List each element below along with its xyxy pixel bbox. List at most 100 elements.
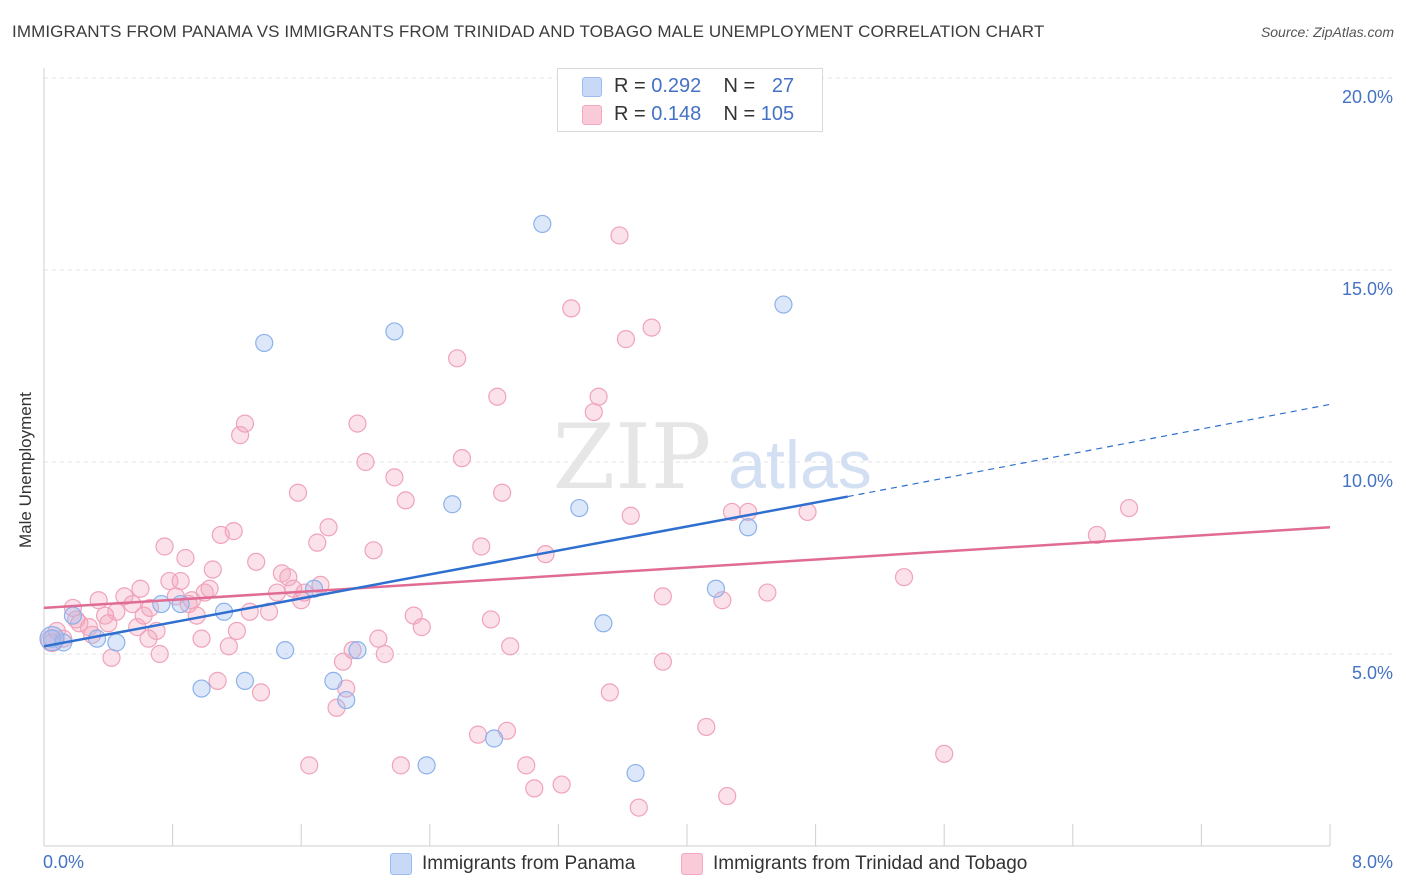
y-tick-label: 10.0% bbox=[1342, 471, 1393, 491]
data-point-trinidad bbox=[616, 330, 636, 349]
data-point-trinidad bbox=[375, 644, 394, 664]
y-axis-label: Male Unemployment bbox=[16, 392, 35, 548]
data-point-trinidad bbox=[718, 786, 737, 806]
data-point-trinidad bbox=[472, 537, 491, 556]
data-point-trinidad bbox=[396, 491, 415, 510]
y-tick-label: 5.0% bbox=[1352, 663, 1393, 683]
data-point-trinidad bbox=[235, 414, 255, 433]
data-point-trinidad bbox=[327, 698, 346, 717]
data-point-trinidad bbox=[1087, 525, 1107, 545]
bottom-legend-label-trinidad: Immigrants from Trinidad and Tobago bbox=[713, 853, 1028, 874]
source-credit: Source: ZipAtlas.com bbox=[1260, 24, 1394, 40]
axes bbox=[43, 68, 1331, 847]
data-point-trinidad bbox=[247, 552, 266, 571]
data-point-trinidad bbox=[589, 387, 608, 406]
data-point-trinidad bbox=[935, 744, 954, 763]
data-point-trinidad bbox=[155, 537, 174, 556]
legend-n-label: N = bbox=[723, 75, 761, 97]
data-point-trinidad bbox=[131, 579, 150, 598]
data-point-trinidad bbox=[364, 541, 383, 560]
data-point-trinidad bbox=[713, 591, 732, 610]
legend-r-label: R = bbox=[614, 75, 652, 97]
data-point-trinidad bbox=[369, 629, 388, 648]
data-point-trinidad bbox=[517, 756, 536, 775]
data-point-trinidad bbox=[203, 560, 222, 579]
data-point-trinidad bbox=[231, 426, 250, 445]
data-point-panama bbox=[385, 322, 404, 341]
data-point-panama bbox=[738, 518, 758, 537]
stats-legend: R = 0.292 N = 27 R = 0.148 N = 105 bbox=[557, 68, 823, 132]
watermark-atlas: atlas bbox=[728, 427, 872, 503]
chart-title: IMMIGRANTS FROM PANAMA VS IMMIGRANTS FRO… bbox=[12, 22, 1045, 41]
data-point-panama bbox=[417, 756, 436, 775]
data-point-trinidad bbox=[300, 756, 319, 775]
bottom-legend-label-panama: Immigrants from Panama bbox=[422, 853, 636, 874]
data-point-trinidad bbox=[63, 598, 83, 618]
data-point-trinidad bbox=[89, 591, 108, 610]
data-point-trinidad bbox=[448, 349, 467, 368]
x-tick-label-max: 8.0% bbox=[1351, 852, 1393, 872]
data-point-trinidad bbox=[758, 583, 777, 602]
legend-r-value-trinidad: 0.148 bbox=[651, 103, 702, 125]
data-point-trinidad bbox=[653, 587, 672, 606]
data-point-panama bbox=[63, 606, 83, 625]
data-point-trinidad bbox=[452, 449, 472, 468]
data-point-panama bbox=[192, 679, 211, 698]
data-point-panama bbox=[276, 641, 295, 660]
legend-swatch-panama bbox=[582, 77, 602, 97]
data-point-panama bbox=[626, 763, 645, 783]
data-point-panama bbox=[152, 594, 171, 614]
data-point-trinidad bbox=[192, 629, 211, 648]
data-point-trinidad bbox=[176, 548, 195, 568]
data-point-panama bbox=[594, 614, 613, 633]
data-point-panama bbox=[348, 641, 367, 660]
data-point-trinidad bbox=[279, 568, 298, 587]
data-point-panama bbox=[337, 690, 356, 710]
data-point-trinidad bbox=[251, 683, 271, 702]
data-point-trinidad bbox=[343, 641, 362, 660]
y-tick-label: 15.0% bbox=[1342, 279, 1393, 299]
data-point-trinidad bbox=[653, 652, 672, 671]
legend-r-value-panama: 0.292 bbox=[651, 75, 702, 97]
data-point-trinidad bbox=[171, 571, 190, 591]
data-point-trinidad bbox=[1119, 498, 1139, 518]
data-point-trinidad bbox=[139, 629, 158, 648]
x-tick-label-min: 0.0% bbox=[43, 852, 85, 872]
data-point-trinidad bbox=[356, 452, 375, 472]
legend-n-value-panama: 27 bbox=[771, 75, 795, 97]
data-point-trinidad bbox=[501, 637, 520, 656]
data-point-trinidad bbox=[224, 522, 243, 541]
data-point-trinidad bbox=[391, 756, 410, 775]
trend-line-trinidad bbox=[43, 526, 1331, 610]
data-point-panama bbox=[324, 671, 343, 690]
data-point-trinidad bbox=[600, 683, 619, 702]
data-point-trinidad bbox=[525, 779, 544, 798]
bottom-legend-swatch-trinidad bbox=[681, 853, 703, 875]
data-point-trinidad bbox=[219, 637, 238, 656]
data-point-trinidad bbox=[481, 610, 500, 629]
data-point-panama bbox=[255, 333, 274, 353]
legend-n-value-trinidad: 105 bbox=[760, 103, 795, 125]
data-point-trinidad bbox=[493, 483, 512, 502]
data-point-trinidad bbox=[584, 402, 603, 422]
data-point-trinidad bbox=[621, 506, 640, 525]
data-point-panama bbox=[533, 214, 552, 234]
data-point-trinidad bbox=[319, 518, 338, 537]
data-point-trinidad bbox=[610, 226, 629, 245]
y-tick-label: 20.0% bbox=[1342, 87, 1393, 107]
trend-lines bbox=[43, 403, 1331, 648]
data-point-panama bbox=[706, 579, 726, 598]
data-point-trinidad bbox=[642, 318, 661, 337]
data-point-trinidad bbox=[562, 299, 581, 318]
watermark: ZIP atlas bbox=[553, 405, 872, 510]
data-point-trinidad bbox=[552, 775, 571, 794]
data-point-panama bbox=[235, 671, 255, 690]
data-point-trinidad bbox=[308, 533, 327, 552]
data-point-trinidad bbox=[140, 598, 160, 618]
legend-swatch-trinidad bbox=[582, 105, 602, 125]
data-point-panama bbox=[485, 729, 504, 748]
data-point-panama-cluster bbox=[39, 626, 65, 652]
data-point-panama bbox=[774, 295, 793, 314]
legend-n-label: N = bbox=[723, 103, 761, 125]
